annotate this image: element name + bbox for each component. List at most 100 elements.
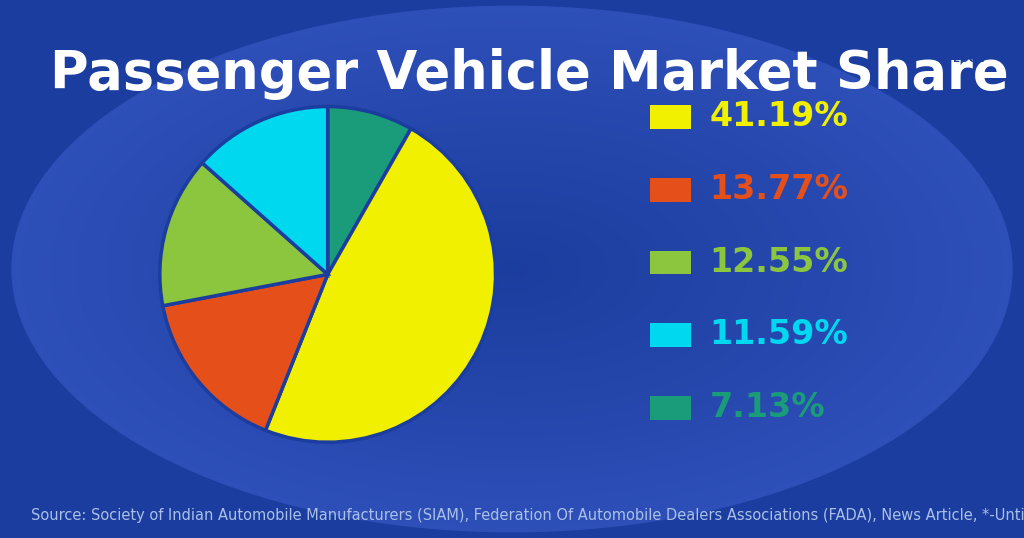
Circle shape [292, 153, 732, 385]
Circle shape [417, 219, 607, 319]
Circle shape [77, 40, 947, 498]
Circle shape [212, 111, 812, 427]
Circle shape [157, 82, 867, 456]
Circle shape [452, 237, 572, 301]
Circle shape [412, 216, 612, 322]
Circle shape [87, 46, 937, 492]
Circle shape [462, 243, 562, 295]
Wedge shape [202, 107, 328, 274]
Circle shape [167, 88, 857, 450]
Circle shape [482, 253, 542, 285]
Circle shape [437, 230, 587, 308]
Circle shape [367, 193, 657, 345]
Circle shape [202, 106, 822, 432]
Circle shape [247, 130, 777, 408]
Circle shape [497, 261, 527, 277]
Circle shape [477, 251, 547, 287]
Circle shape [402, 211, 622, 327]
Circle shape [193, 101, 831, 437]
Circle shape [352, 185, 672, 353]
Circle shape [312, 164, 712, 374]
Circle shape [487, 256, 537, 282]
Circle shape [242, 127, 782, 411]
Circle shape [187, 98, 837, 440]
Circle shape [22, 11, 1002, 527]
Circle shape [407, 214, 617, 324]
Circle shape [267, 140, 757, 398]
Circle shape [472, 248, 552, 290]
Circle shape [357, 188, 667, 350]
Wedge shape [265, 129, 496, 442]
Circle shape [502, 264, 522, 274]
Circle shape [97, 51, 927, 487]
Circle shape [57, 30, 967, 508]
Circle shape [52, 27, 972, 511]
Text: 13.77%: 13.77% [710, 173, 849, 206]
Circle shape [232, 122, 792, 416]
Circle shape [327, 172, 697, 366]
Circle shape [322, 169, 702, 369]
Text: STOCK: STOCK [949, 29, 988, 39]
Circle shape [278, 146, 746, 392]
Text: Source: Society of Indian Automobile Manufacturers (SIAM), Federation Of Automob: Source: Society of Indian Automobile Man… [31, 508, 1024, 523]
Circle shape [197, 103, 827, 435]
Circle shape [422, 222, 602, 316]
Circle shape [152, 80, 872, 458]
Circle shape [332, 174, 692, 364]
Circle shape [27, 14, 997, 524]
Circle shape [32, 17, 992, 521]
Circle shape [127, 67, 897, 471]
Circle shape [62, 33, 962, 505]
Circle shape [507, 266, 517, 272]
Circle shape [147, 77, 877, 461]
Circle shape [432, 227, 592, 311]
Circle shape [217, 114, 807, 424]
Circle shape [372, 195, 652, 343]
Circle shape [287, 151, 737, 387]
Text: 41.19%: 41.19% [710, 100, 848, 133]
Circle shape [467, 245, 557, 293]
Circle shape [72, 38, 952, 500]
Circle shape [382, 201, 642, 337]
Circle shape [162, 85, 862, 453]
Circle shape [297, 156, 727, 382]
Circle shape [252, 132, 772, 406]
Circle shape [142, 75, 882, 463]
Circle shape [427, 224, 597, 314]
Circle shape [132, 69, 892, 469]
Circle shape [222, 117, 802, 421]
Circle shape [377, 198, 647, 340]
Circle shape [92, 48, 932, 490]
Circle shape [112, 59, 912, 479]
Circle shape [397, 209, 627, 329]
Circle shape [237, 124, 787, 414]
Circle shape [207, 109, 817, 429]
Circle shape [307, 161, 717, 377]
Circle shape [492, 258, 532, 280]
Circle shape [82, 43, 942, 495]
Circle shape [262, 138, 762, 400]
Circle shape [37, 19, 987, 519]
Circle shape [172, 90, 852, 448]
Text: 7.13%: 7.13% [710, 391, 825, 424]
Text: 11.59%: 11.59% [710, 318, 848, 351]
Circle shape [17, 9, 1007, 529]
Circle shape [362, 190, 662, 348]
Circle shape [257, 135, 767, 403]
Circle shape [106, 56, 918, 482]
Circle shape [347, 182, 677, 356]
Circle shape [392, 206, 632, 332]
Wedge shape [328, 107, 411, 274]
Text: 12.55%: 12.55% [710, 245, 848, 279]
Circle shape [302, 159, 722, 379]
Circle shape [102, 54, 922, 484]
Circle shape [67, 35, 957, 503]
Wedge shape [160, 163, 328, 306]
Circle shape [122, 64, 902, 474]
Circle shape [272, 143, 752, 395]
Circle shape [342, 180, 682, 358]
Circle shape [442, 232, 582, 306]
Circle shape [447, 235, 577, 303]
Circle shape [12, 6, 1012, 532]
Circle shape [282, 148, 742, 390]
